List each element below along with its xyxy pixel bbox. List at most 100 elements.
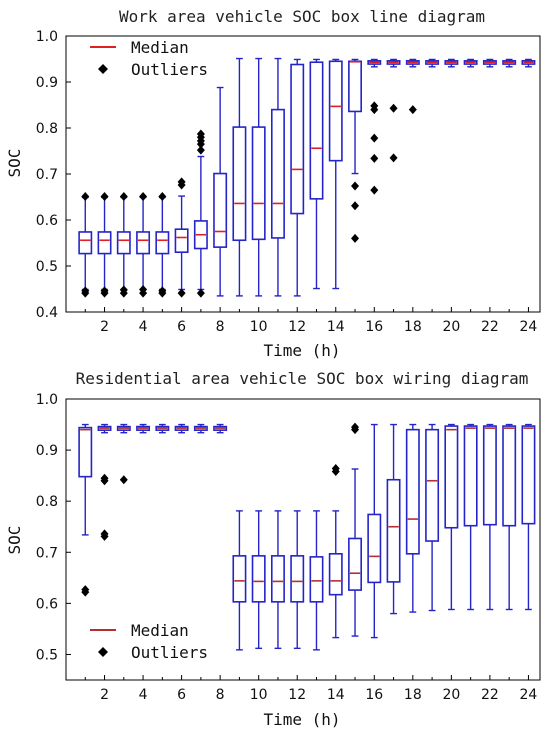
box-plot-1h xyxy=(78,192,93,298)
x-tick-label: 18 xyxy=(404,319,422,335)
outlier-point xyxy=(177,288,186,298)
y-tick-label: 0.7 xyxy=(36,167,58,183)
iqr-box xyxy=(386,478,401,583)
outlier-point xyxy=(81,286,90,296)
outlier-point xyxy=(370,185,379,195)
box-plot-20h xyxy=(444,58,459,68)
iqr-box xyxy=(405,60,420,65)
outlier-point xyxy=(158,192,167,202)
box-plot-14h xyxy=(328,58,343,290)
box-plot-1h xyxy=(78,423,93,597)
x-tick-label: 6 xyxy=(177,319,186,335)
box-plot-22h xyxy=(482,423,497,611)
x-tick-label: 20 xyxy=(442,687,460,703)
iqr-box xyxy=(521,425,536,525)
iqr-box xyxy=(193,425,208,431)
outlier-point xyxy=(100,192,109,202)
legend-median-label: Median xyxy=(131,38,189,57)
box-plot-18h xyxy=(405,58,420,115)
iqr-box xyxy=(155,231,170,255)
iqr-box xyxy=(136,231,151,255)
x-axis-label: Time (h) xyxy=(263,710,340,729)
iqr-box xyxy=(116,425,131,431)
iqr-box xyxy=(309,556,324,603)
iqr-box xyxy=(213,172,228,248)
iqr-box xyxy=(251,555,266,603)
outlier-point xyxy=(389,153,398,163)
legend-outliers-label: Outliers xyxy=(131,60,208,79)
iqr-box xyxy=(463,425,478,527)
x-axis-label: Time (h) xyxy=(263,341,340,360)
outlier-point xyxy=(196,145,205,155)
box-plot-19h xyxy=(425,58,440,68)
iqr-box xyxy=(193,220,208,250)
y-tick-label: 0.6 xyxy=(36,213,58,229)
y-tick-label: 0.6 xyxy=(36,596,58,612)
box-plot-6h xyxy=(174,177,189,298)
box-plot-9h xyxy=(232,57,247,297)
iqr-box xyxy=(386,60,401,65)
box-plot-23h xyxy=(502,58,517,68)
outlier-point xyxy=(408,105,417,115)
iqr-box xyxy=(116,231,131,255)
plot-area: 0.50.60.70.80.91.02 4 6 8 10 12 14 16 18 20 22 24 xyxy=(36,392,541,703)
outlier-point xyxy=(81,587,90,597)
chart-work-area: Work area vehicle SOC box line diagram T… xyxy=(5,7,541,360)
outlier-point xyxy=(351,425,360,435)
x-tick-label: 24 xyxy=(520,319,538,335)
box-plot-2h xyxy=(97,423,112,541)
outlier-point xyxy=(119,285,128,295)
outlier-point xyxy=(119,192,128,202)
outlier-point xyxy=(177,177,186,187)
outlier-point xyxy=(119,475,128,485)
box-plot-20h xyxy=(444,423,459,611)
iqr-box xyxy=(482,425,497,526)
iqr-box xyxy=(78,426,93,478)
box-plot-10h xyxy=(251,510,266,650)
x-tick-label: 24 xyxy=(520,687,538,703)
y-tick-label: 0.7 xyxy=(36,545,58,561)
legend-outlier-marker xyxy=(98,64,108,74)
outlier-point xyxy=(351,201,360,211)
iqr-box xyxy=(270,108,285,239)
x-tick-label: 16 xyxy=(365,319,383,335)
chart-residential-area: Residential area vehicle SOC box wiring … xyxy=(5,369,541,729)
plot-frame xyxy=(65,398,541,681)
iqr-box xyxy=(213,425,228,431)
iqr-box xyxy=(328,553,343,596)
iqr-box xyxy=(502,60,517,65)
x-tick-label: 4 xyxy=(139,687,148,703)
box-plot-15h xyxy=(348,422,362,637)
x-tick-label: 2 xyxy=(100,319,109,335)
box-plot-21h xyxy=(463,423,478,611)
iqr-box xyxy=(328,60,343,162)
x-tick-label: 20 xyxy=(442,319,460,335)
x-tick-label: 18 xyxy=(404,687,422,703)
iqr-box xyxy=(502,425,517,527)
iqr-box xyxy=(232,555,247,603)
x-tick-label: 14 xyxy=(327,319,345,335)
iqr-box xyxy=(367,60,382,65)
iqr-box xyxy=(425,60,440,65)
box-plot-18h xyxy=(405,423,420,613)
x-tick-label: 4 xyxy=(139,319,148,335)
outlier-point xyxy=(139,192,148,202)
iqr-box xyxy=(136,425,151,431)
plot-area: 0.40.50.60.70.80.91.02 4 6 8 10 12 14 16 18 20 22 2… xyxy=(36,29,541,335)
box-plot-14h xyxy=(328,463,343,639)
iqr-box xyxy=(463,60,478,65)
y-tick-label: 1.0 xyxy=(36,392,58,408)
iqr-box xyxy=(309,61,324,200)
y-tick-label: 0.9 xyxy=(36,75,58,91)
box-plot-16h xyxy=(367,58,382,195)
x-tick-label: 8 xyxy=(216,687,225,703)
x-tick-label: 22 xyxy=(481,319,499,335)
outlier-point xyxy=(389,103,398,113)
outlier-point xyxy=(331,467,340,477)
box-plot-4h xyxy=(136,192,151,298)
y-tick-label: 0.4 xyxy=(36,305,58,321)
x-tick-label: 10 xyxy=(250,687,268,703)
y-tick-label: 0.8 xyxy=(36,494,58,510)
iqr-box xyxy=(251,126,266,241)
